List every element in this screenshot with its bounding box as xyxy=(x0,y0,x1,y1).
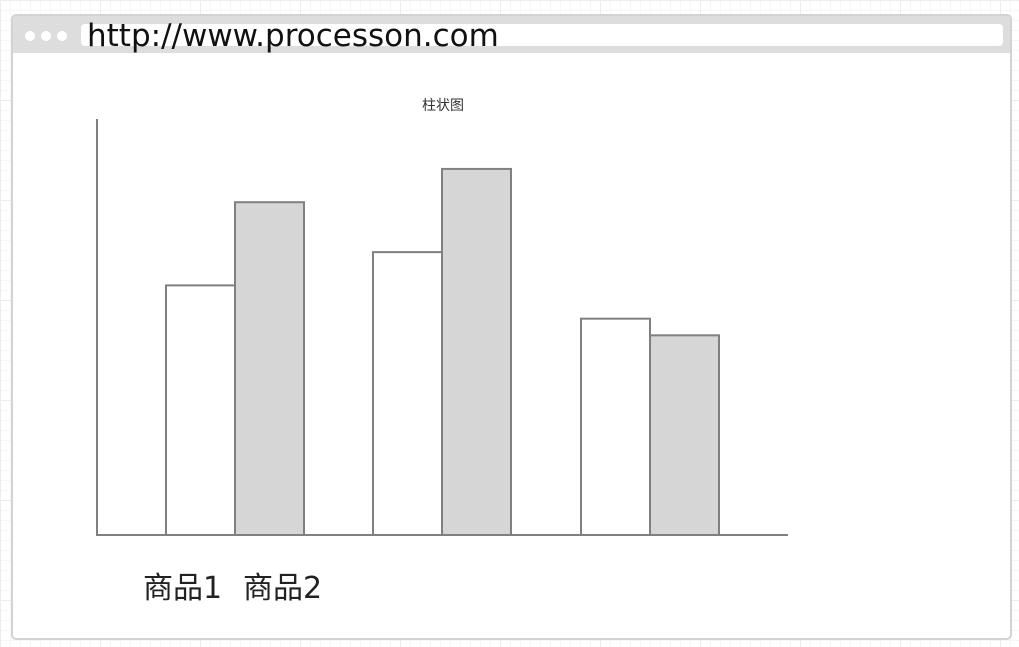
window-dot-icon[interactable] xyxy=(57,31,67,41)
bar-series-2-group-1 xyxy=(234,201,305,536)
bar-series-1-group-3 xyxy=(580,317,651,536)
bar-series-1-group-2 xyxy=(372,251,443,536)
browser-window: http://www.processon.com 柱状图 商品1 商品2 xyxy=(11,14,1012,640)
window-dot-icon[interactable] xyxy=(25,31,35,41)
bar-series-2-group-2 xyxy=(441,167,512,536)
window-titlebar: http://www.processon.com xyxy=(13,16,1010,54)
address-url: http://www.processon.com xyxy=(87,18,499,54)
bars-group xyxy=(165,167,720,536)
window-dot-icon[interactable] xyxy=(41,31,51,41)
bar-series-2-group-3 xyxy=(649,334,720,536)
address-bar[interactable]: http://www.processon.com xyxy=(81,18,1003,54)
chart-title: 柱状图 xyxy=(422,98,464,114)
legend-label-series-2: 商品2 xyxy=(243,571,322,606)
bar-chart: 柱状图 商品1 商品2 xyxy=(96,98,788,606)
bar-series-1-group-1 xyxy=(165,284,236,536)
legend-label-series-1: 商品1 xyxy=(143,571,222,606)
